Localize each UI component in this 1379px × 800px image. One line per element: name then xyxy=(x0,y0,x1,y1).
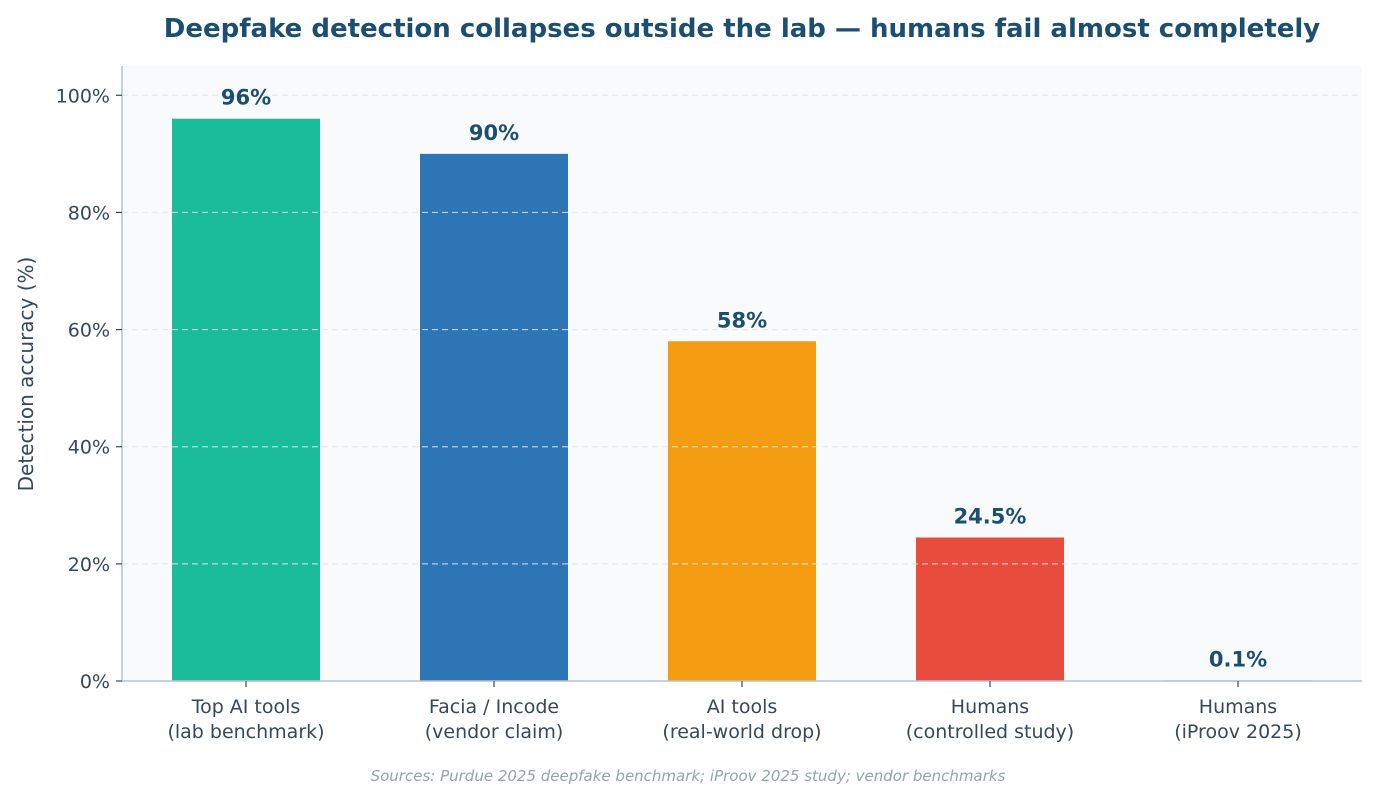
chart-title: Deepfake detection collapses outside the… xyxy=(164,14,1321,44)
y-tick-label: 0% xyxy=(80,671,110,693)
value-labels: 96% 90% 58% 24.5% 0.1% xyxy=(221,86,1267,672)
x-tick-label: Humans (iProov 2025) xyxy=(1174,696,1302,743)
x-ticks: Top AI tools (lab benchmark) Facia / Incod… xyxy=(167,681,1302,743)
y-tick-label: 20% xyxy=(68,554,110,576)
y-axis-title: Detection accuracy (%) xyxy=(14,257,38,492)
x-tick-label: Facia / Incode (vendor claim) xyxy=(425,696,564,743)
bars xyxy=(122,94,1362,681)
bar xyxy=(420,153,568,681)
y-ticks: 0% 20% 40% 60% 80% 100% xyxy=(56,85,122,693)
y-tick-label: 80% xyxy=(68,202,110,224)
source-note: Sources: Purdue 2025 deepfake benchmark;… xyxy=(371,767,1006,785)
data-label: 96% xyxy=(221,86,271,110)
data-label: 24.5% xyxy=(954,505,1027,529)
data-label: 0.1% xyxy=(1209,647,1267,671)
y-tick-label: 40% xyxy=(68,437,110,459)
x-tick-label: Humans (controlled study) xyxy=(906,696,1074,743)
x-tick-label: AI tools (real-world drop) xyxy=(662,696,821,743)
bar xyxy=(172,118,320,681)
data-label: 90% xyxy=(469,121,519,145)
y-tick-label: 60% xyxy=(68,320,110,342)
bar xyxy=(916,537,1064,681)
bar xyxy=(668,341,816,681)
y-tick-label: 100% xyxy=(56,85,110,107)
data-label: 58% xyxy=(717,308,767,332)
x-tick-label: Top AI tools (lab benchmark) xyxy=(167,696,324,743)
